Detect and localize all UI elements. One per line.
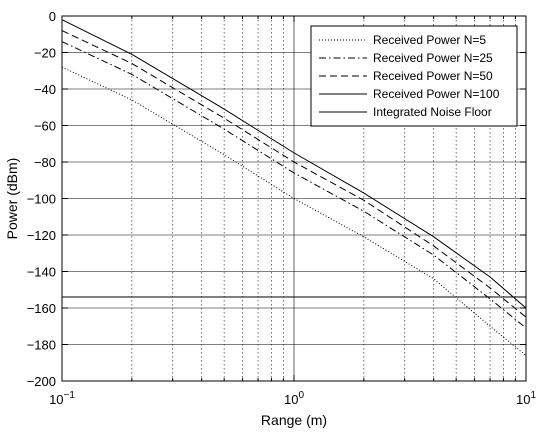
y-tick-label: 0 [49, 9, 56, 24]
legend-label: Received Power N=5 [373, 33, 486, 47]
legend-label: Received Power N=100 [373, 87, 500, 101]
x-tick-label: 10−1 [49, 390, 75, 407]
x-tick-label: 100 [284, 390, 304, 407]
ticks [61, 15, 526, 382]
x-tick-label: 101 [516, 390, 536, 407]
y-tick-labels: 0 −20 −40 −60 −80 −100 −120 −140 −160 −180 −200 [27, 9, 56, 389]
y-tick-label: −180 [27, 338, 56, 353]
y-tick-label: −60 [34, 119, 56, 134]
y-tick-label: −140 [27, 265, 56, 280]
y-axis-title: Power (dBm) [4, 158, 20, 240]
x-axis-title: Range (m) [261, 412, 327, 428]
y-tick-label: −200 [27, 374, 56, 389]
series-group [61, 19, 527, 356]
y-tick-label: −100 [27, 192, 56, 207]
series-line-2 [61, 41, 527, 329]
series-line-1 [61, 66, 527, 356]
y-tick-label: −40 [34, 82, 56, 97]
y-tick-label: −160 [27, 301, 56, 316]
y-tick-label: −120 [27, 228, 56, 243]
legend-label: Received Power N=25 [373, 51, 493, 65]
legend: Received Power N=5 Received Power N=25 Rec… [310, 25, 518, 127]
y-tick-label: −20 [34, 46, 56, 61]
legend-label: Received Power N=50 [373, 69, 493, 83]
y-tick-label: −80 [34, 155, 56, 170]
x-tick-labels: 10−1 100 101 [49, 390, 536, 407]
legend-label: Integrated Noise Floor [373, 105, 492, 119]
series-line-4 [61, 19, 527, 309]
series-line-3 [61, 30, 527, 318]
